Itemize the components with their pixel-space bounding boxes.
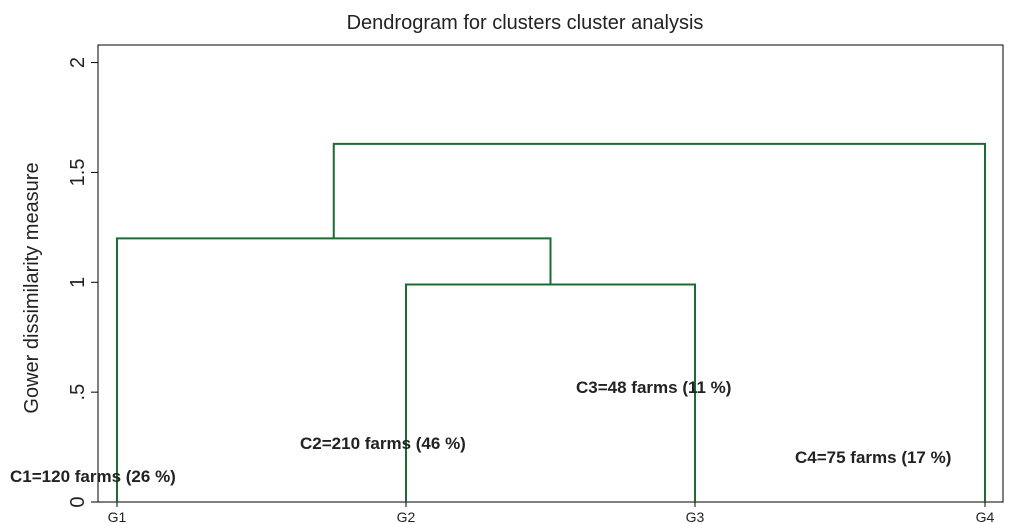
x-tick-label: G1 bbox=[108, 509, 127, 524]
y-tick-label: .5 bbox=[67, 384, 89, 401]
y-tick-label: 1.5 bbox=[67, 159, 89, 187]
dendrogram-link bbox=[405, 283, 696, 502]
cluster-annotation: C2=210 farms (46 %) bbox=[300, 434, 466, 453]
y-tick-label: 2 bbox=[67, 57, 89, 68]
y-tick-label: 0 bbox=[67, 496, 89, 507]
plot-frame bbox=[97, 44, 1004, 503]
x-tick-label: G2 bbox=[397, 509, 416, 524]
chart-title: Dendrogram for clusters cluster analysis bbox=[347, 12, 704, 34]
x-tick-label: G3 bbox=[686, 509, 705, 524]
cluster-annotation: C3=48 farms (11 %) bbox=[576, 378, 731, 397]
dendrogram-link bbox=[116, 237, 552, 502]
cluster-annotation: C4=75 farms (17 %) bbox=[795, 448, 951, 467]
y-tick-label: 1 bbox=[67, 277, 89, 288]
cluster-annotation: C1=120 farms (26 %) bbox=[10, 467, 176, 486]
x-tick-label: G4 bbox=[976, 509, 995, 524]
dendrogram-link bbox=[332, 142, 986, 502]
y-axis-label: Gower dissimilarity measure bbox=[21, 162, 43, 413]
